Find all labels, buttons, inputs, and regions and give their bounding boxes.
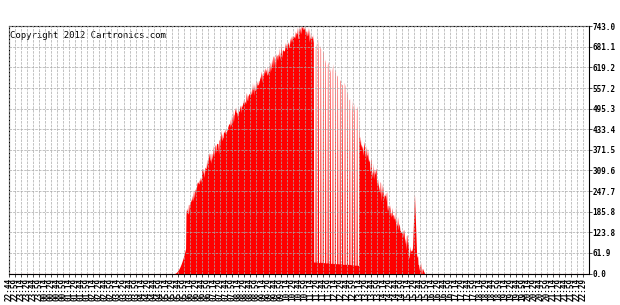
Text: Copyright 2012 Cartronics.com: Copyright 2012 Cartronics.com [10,31,166,40]
